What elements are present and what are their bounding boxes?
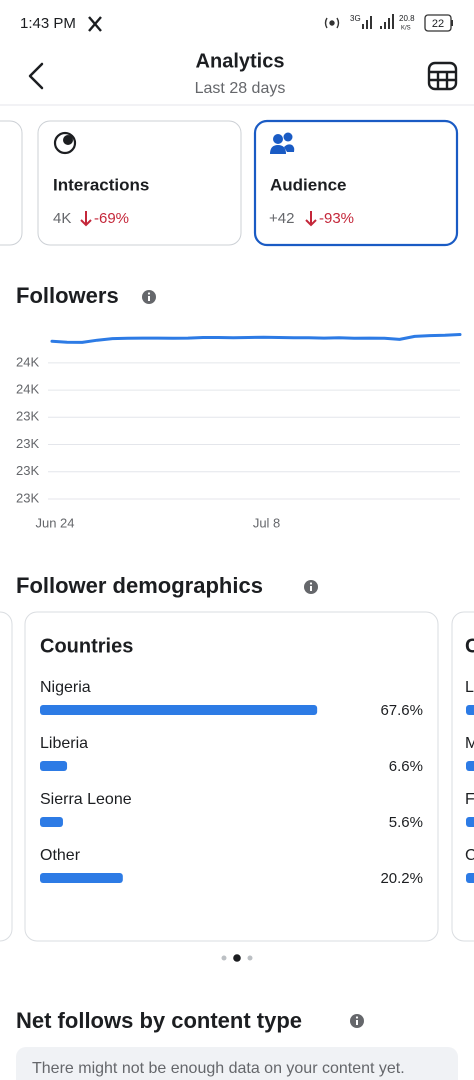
back-button[interactable]: [28, 62, 44, 90]
peek-bar: [466, 705, 474, 715]
y-tick-label: 23K: [16, 436, 39, 451]
country-name: Nigeria: [40, 679, 91, 696]
table-button[interactable]: [427, 61, 458, 91]
metric-label: Audience: [270, 175, 347, 194]
net-speed: 20.8: [399, 14, 415, 23]
metric-card-selected[interactable]: [253, 119, 459, 247]
x-logo: [88, 16, 102, 32]
pagination: [221, 954, 253, 962]
down-arrow: [305, 211, 317, 227]
followers-chart: 23K 23K 23K 23K 24K 24K Jun 24 Jul 8: [16, 333, 462, 530]
page-title: Analytics: [196, 50, 285, 72]
value-label: 6.6%: [389, 758, 423, 775]
section-title: Net follows by content type: [16, 1008, 302, 1033]
metric-value: 4K: [53, 210, 71, 227]
info-icon[interactable]: [304, 580, 318, 594]
peek-bar: [466, 817, 474, 827]
bar: [40, 761, 68, 771]
info-icon[interactable]: [350, 1014, 364, 1028]
peek-row-label: F: [465, 791, 474, 808]
y-tick-label: 23K: [16, 490, 39, 505]
interactions-icon: [53, 131, 77, 155]
peek-rows: L M F C: [465, 679, 474, 883]
value-label: 20.2%: [380, 870, 423, 887]
down-arrow: [80, 211, 92, 227]
demographics-card-partial[interactable]: [451, 611, 474, 942]
country-name: Other: [40, 847, 81, 864]
y-tick-label: 23K: [16, 409, 39, 424]
country-name: Sierra Leone: [40, 791, 132, 808]
bar: [40, 705, 318, 715]
demographics-card-partial[interactable]: [0, 611, 13, 942]
card-title: Countries: [40, 635, 133, 657]
y-tick-label: 24K: [16, 382, 39, 397]
metric-value: +42: [269, 210, 294, 227]
country-bars: Nigeria 67.6% Liberia 6.6% Sierra Leone 5.6% O…: [40, 679, 423, 887]
notice-box: [16, 1047, 458, 1080]
bar: [40, 873, 123, 883]
page-subtitle: Last 28 days: [195, 80, 286, 97]
metric-card[interactable]: [37, 120, 242, 246]
followers-line: [50, 333, 462, 344]
section-title: Follower demographics: [16, 573, 263, 598]
audience-icon: [270, 132, 295, 154]
y-tick-label: 23K: [16, 463, 39, 478]
y-tick-label: 24K: [16, 354, 39, 369]
peek-bar: [466, 761, 474, 771]
x-tick-label: Jun 24: [35, 515, 74, 530]
demographics-card: [24, 611, 439, 942]
value-label: 67.6%: [380, 702, 423, 719]
status-time: 1:43 PM: [20, 15, 76, 32]
section-title: Followers: [16, 283, 119, 308]
metric-change: -69%: [94, 210, 129, 227]
metric-label: Interactions: [53, 175, 149, 194]
metric-change: -93%: [319, 210, 354, 227]
info-icon[interactable]: [142, 290, 156, 304]
notice-text: There might not be enough data on your c…: [32, 1060, 405, 1077]
battery-tip: [451, 20, 453, 26]
metric-card-partial[interactable]: [0, 120, 23, 246]
signal-bars: [362, 14, 394, 29]
bar: [40, 817, 63, 827]
status-icons: [324, 17, 340, 29]
battery-level: 22: [432, 18, 444, 30]
x-tick-label: Jul 8: [253, 515, 280, 530]
peek-bar: [466, 873, 474, 883]
value-label: 5.6%: [389, 814, 423, 831]
country-name: Liberia: [40, 735, 88, 752]
peek-row-label: M: [465, 735, 474, 752]
network-type: 3G: [350, 14, 361, 23]
card-title: C: [465, 635, 474, 657]
net-speed-unit: K/S: [401, 26, 411, 32]
peek-row-label: L: [465, 679, 474, 696]
peek-row-label: C: [465, 847, 474, 864]
